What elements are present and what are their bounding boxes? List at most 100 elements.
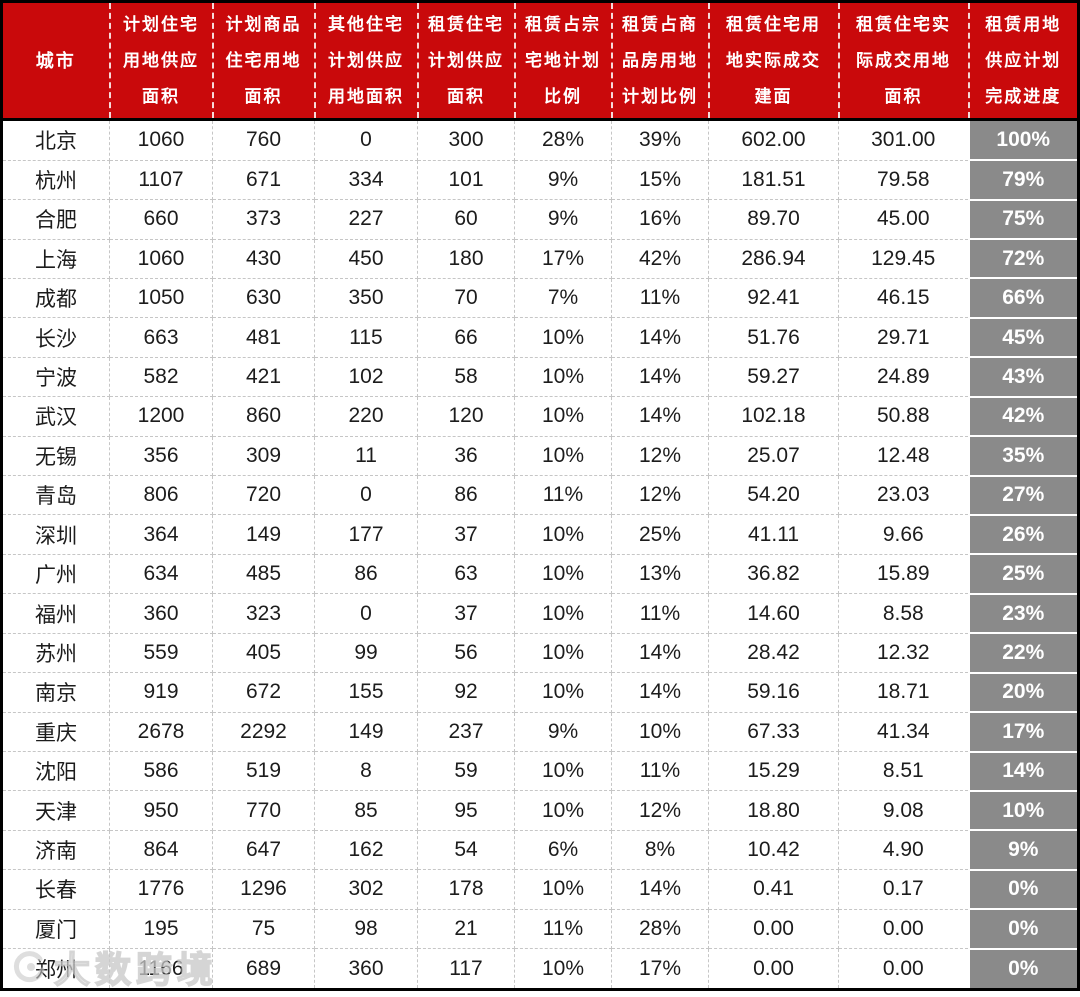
value-cell: 11%: [611, 593, 709, 634]
progress-cell: 79%: [967, 160, 1079, 201]
value-cell: 120: [417, 396, 515, 437]
value-cell: 10%: [611, 712, 709, 753]
value-cell: 430: [212, 239, 315, 279]
value-cell: 41.34: [838, 712, 969, 753]
progress-cell: 0%: [967, 909, 1079, 950]
value-cell: 9.66: [838, 514, 969, 555]
value-cell: 860: [212, 396, 315, 437]
value-cell: 1060: [109, 119, 213, 161]
value-cell: 25.07: [708, 436, 839, 477]
value-cell: 0.00: [708, 909, 839, 950]
value-cell: 155: [314, 672, 418, 713]
value-cell: 75: [212, 909, 315, 950]
value-cell: 0: [314, 593, 418, 634]
value-cell: 149: [212, 514, 315, 555]
value-cell: 481: [212, 317, 315, 358]
value-cell: 99: [314, 633, 418, 674]
value-cell: 60: [417, 199, 515, 240]
value-cell: 1166: [109, 948, 213, 990]
value-cell: 102.18: [708, 396, 839, 437]
table-row: 无锡 356 309 11 36 10% 12% 25.07 12.48 35%: [1, 436, 1079, 477]
city-cell: 厦门: [1, 909, 110, 950]
column-header: 计划住宅 用地供应 面积: [109, 1, 214, 121]
city-cell: 无锡: [1, 436, 110, 477]
value-cell: 350: [314, 278, 418, 319]
value-cell: 28%: [514, 119, 612, 161]
value-cell: 11%: [611, 278, 709, 319]
value-cell: 41.11: [708, 514, 839, 555]
table-row: 武汉 1200 860 220 120 10% 14% 102.18 50.88 42%: [1, 396, 1079, 438]
progress-cell: 100%: [967, 119, 1079, 162]
value-cell: 309: [212, 436, 315, 477]
value-cell: 14%: [611, 396, 709, 437]
value-cell: 36: [417, 436, 515, 477]
value-cell: 7%: [514, 278, 612, 319]
value-cell: 0.00: [838, 948, 969, 990]
value-cell: 634: [109, 554, 213, 595]
city-cell: 深圳: [1, 514, 110, 555]
value-cell: 11%: [514, 475, 612, 516]
city-cell: 长春: [1, 869, 110, 910]
value-cell: 1200: [109, 396, 213, 437]
value-cell: 42%: [611, 239, 709, 279]
value-cell: 220: [314, 396, 418, 437]
value-cell: 0.17: [838, 869, 969, 910]
value-cell: 672: [212, 672, 315, 713]
progress-cell: 0%: [967, 869, 1079, 911]
city-cell: 上海: [1, 239, 110, 279]
progress-cell: 23%: [967, 593, 1079, 635]
value-cell: 162: [314, 830, 418, 871]
value-cell: 237: [417, 712, 515, 753]
value-cell: 1060: [109, 239, 213, 279]
city-cell: 郑州: [1, 948, 110, 990]
value-cell: 63: [417, 554, 515, 595]
value-cell: 46.15: [838, 278, 969, 319]
value-cell: 15%: [611, 160, 709, 201]
progress-cell: 14%: [967, 751, 1079, 792]
value-cell: 45.00: [838, 199, 969, 240]
value-cell: 760: [212, 119, 315, 161]
value-cell: 14%: [611, 672, 709, 713]
value-cell: 101: [417, 160, 515, 201]
value-cell: 178: [417, 869, 515, 910]
value-cell: 373: [212, 199, 315, 240]
table-row: 济南 864 647 162 54 6% 8% 10.42 4.90 9%: [1, 830, 1079, 871]
progress-cell: 10%: [967, 790, 1079, 832]
value-cell: 29.71: [838, 317, 969, 358]
value-cell: 660: [109, 199, 213, 240]
value-cell: 14%: [611, 357, 709, 398]
table-row: 深圳 364 149 177 37 10% 25% 41.11 9.66 26%: [1, 514, 1079, 556]
value-cell: 23.03: [838, 475, 969, 516]
value-cell: 356: [109, 436, 213, 477]
table-row: 福州 360 323 0 37 10% 11% 14.60 8.58 23%: [1, 593, 1079, 635]
header-row: 城市 计划住宅 用地供应 面积 计划商品 住宅用地 面积 其他住宅 计划供应 用地面积…: [1, 1, 1079, 121]
value-cell: 117: [417, 948, 515, 990]
value-cell: 10%: [514, 396, 612, 437]
value-cell: 10%: [514, 514, 612, 555]
column-header: 其他住宅 计划供应 用地面积: [314, 1, 419, 121]
progress-cell: 75%: [967, 199, 1079, 241]
value-cell: 37: [417, 593, 515, 634]
value-cell: 70: [417, 278, 515, 319]
city-cell: 成都: [1, 278, 110, 319]
value-cell: 149: [314, 712, 418, 753]
value-cell: 14.60: [708, 593, 839, 634]
value-cell: 181.51: [708, 160, 839, 201]
value-cell: 602.00: [708, 119, 839, 161]
progress-cell: 0%: [967, 948, 1079, 990]
value-cell: 59.16: [708, 672, 839, 713]
column-header-city: 城市: [1, 1, 111, 121]
value-cell: 12.48: [838, 436, 969, 477]
table-row: 南京 919 672 155 92 10% 14% 59.16 18.71 20%: [1, 672, 1079, 714]
value-cell: 360: [109, 593, 213, 634]
value-cell: 0.00: [838, 909, 969, 950]
value-cell: 10%: [514, 357, 612, 398]
column-header: 租赁住宅实 际成交用地 面积: [838, 1, 970, 121]
value-cell: 18.80: [708, 790, 839, 831]
value-cell: 12%: [611, 790, 709, 831]
value-cell: 98: [314, 909, 418, 950]
value-cell: 102: [314, 357, 418, 398]
value-cell: 10%: [514, 948, 612, 990]
value-cell: 89.70: [708, 199, 839, 240]
